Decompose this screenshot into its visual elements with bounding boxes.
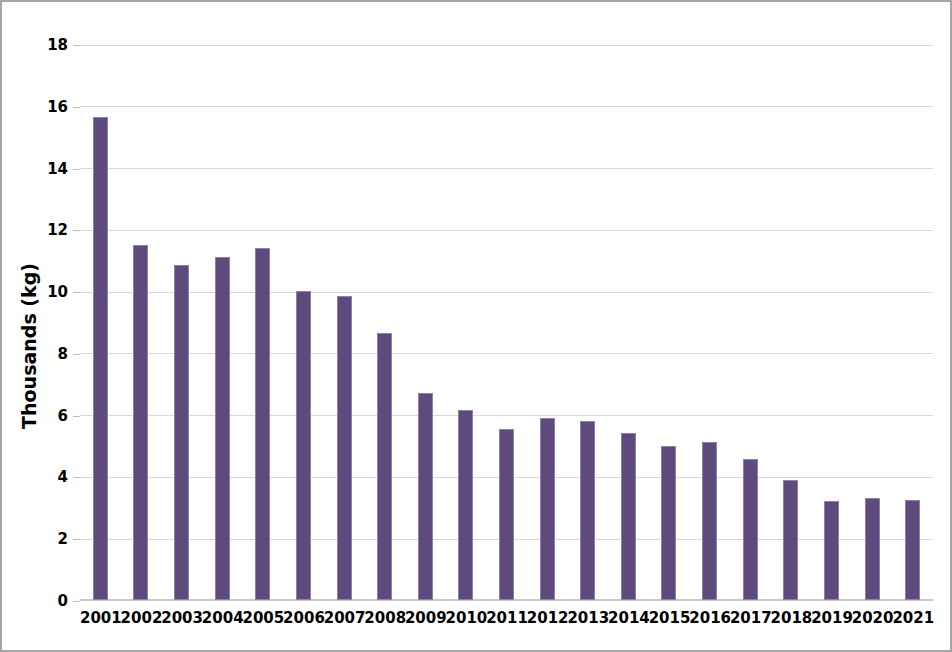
chart-image: Thousands (kg) 024681012141618 200120022… — [0, 0, 952, 652]
bar-2016 — [702, 442, 717, 600]
y-tick-label-12: 12 — [2, 221, 68, 239]
y-tick-mark-16 — [73, 107, 80, 108]
bar-2020 — [865, 498, 880, 600]
gridline-y-14 — [80, 168, 933, 169]
x-tick-label-2008: 2008 — [364, 608, 405, 628]
x-tick-label-2010: 2010 — [446, 608, 487, 628]
gridline-y-10 — [80, 292, 933, 293]
gridline-y-16 — [80, 106, 933, 107]
bar-2005 — [255, 248, 270, 600]
bar-2014 — [621, 433, 636, 600]
y-tick-mark-10 — [73, 292, 80, 293]
bar-2003 — [174, 265, 189, 600]
x-tick-label-2005: 2005 — [242, 608, 283, 628]
y-tick-label-6: 6 — [2, 407, 68, 425]
bar-2006 — [296, 291, 311, 600]
y-tick-mark-18 — [73, 45, 80, 46]
chart-frame-border: Thousands (kg) 024681012141618 200120022… — [0, 0, 952, 652]
gridline-y-12 — [80, 230, 933, 231]
y-tick-mark-4 — [73, 477, 80, 478]
y-tick-mark-2 — [73, 539, 80, 540]
bar-2012 — [540, 418, 555, 600]
y-tick-label-8: 8 — [2, 345, 68, 363]
x-tick-label-2007: 2007 — [324, 608, 365, 628]
y-tick-label-18: 18 — [2, 36, 68, 54]
bar-2021 — [905, 500, 920, 600]
y-tick-mark-12 — [73, 230, 80, 231]
x-tick-label-2013: 2013 — [567, 608, 608, 628]
bar-2017 — [743, 459, 758, 600]
x-tick-label-2018: 2018 — [771, 608, 812, 628]
bar-2013 — [580, 421, 595, 600]
bar-2009 — [418, 393, 433, 600]
y-tick-label-0: 0 — [2, 592, 68, 610]
gridline-y-8 — [80, 353, 933, 354]
y-tick-label-14: 14 — [2, 160, 68, 178]
y-tick-label-2: 2 — [2, 530, 68, 548]
bar-2007 — [337, 296, 352, 600]
y-tick-mark-14 — [73, 169, 80, 170]
x-tick-label-2020: 2020 — [852, 608, 893, 628]
x-tick-label-2009: 2009 — [405, 608, 446, 628]
x-tick-label-2003: 2003 — [161, 608, 202, 628]
x-tick-label-2002: 2002 — [121, 608, 162, 628]
bar-2002 — [133, 245, 148, 600]
y-tick-mark-6 — [73, 416, 80, 417]
x-tick-label-2004: 2004 — [202, 608, 243, 628]
x-tick-label-2021: 2021 — [892, 608, 933, 628]
bar-2011 — [499, 429, 514, 600]
bar-2004 — [215, 257, 230, 600]
bar-2019 — [824, 501, 839, 600]
x-tick-label-2016: 2016 — [689, 608, 730, 628]
x-tick-label-2015: 2015 — [649, 608, 690, 628]
x-tick-label-2012: 2012 — [527, 608, 568, 628]
x-tick-label-2006: 2006 — [283, 608, 324, 628]
x-tick-label-2017: 2017 — [730, 608, 771, 628]
y-tick-mark-8 — [73, 354, 80, 355]
x-tick-label-2001: 2001 — [80, 608, 121, 628]
bar-2010 — [458, 410, 473, 600]
bar-2008 — [377, 333, 392, 600]
y-tick-label-10: 10 — [2, 283, 68, 301]
y-tick-label-16: 16 — [2, 98, 68, 116]
gridline-y-18 — [80, 45, 933, 46]
x-tick-label-2011: 2011 — [486, 608, 527, 628]
bar-2015 — [661, 446, 676, 600]
y-tick-label-4: 4 — [2, 468, 68, 486]
gridline-y-6 — [80, 415, 933, 416]
bar-2018 — [783, 480, 798, 600]
x-tick-label-2019: 2019 — [811, 608, 852, 628]
x-tick-label-2014: 2014 — [608, 608, 649, 628]
bar-2001 — [93, 117, 108, 600]
plot-area — [80, 45, 933, 601]
y-tick-mark-0 — [73, 601, 80, 602]
